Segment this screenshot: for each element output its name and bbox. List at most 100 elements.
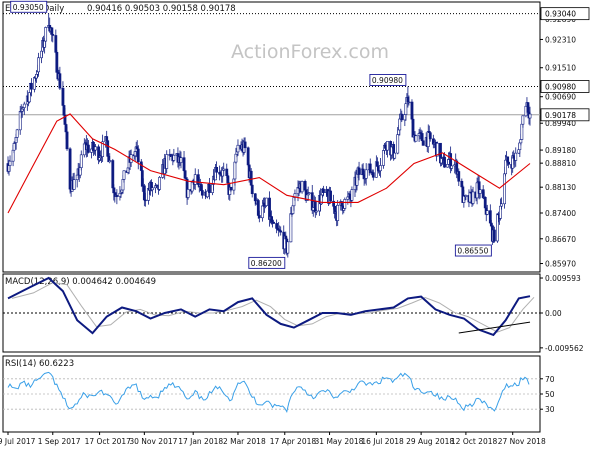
candle-body: [65, 131, 69, 150]
candle-body: [514, 152, 518, 161]
candle-body: [249, 170, 253, 186]
candle-body: [243, 141, 247, 149]
price-tick-label: 0.88130: [545, 183, 576, 192]
candle-body: [250, 184, 254, 195]
level-label-box: [540, 108, 590, 122]
candle-body: [222, 168, 226, 171]
x-tick-label: 12 Oct 2018: [451, 437, 498, 446]
candle-body: [12, 143, 16, 151]
candle-body: [400, 113, 404, 121]
candle-body: [371, 172, 375, 178]
candle-body: [464, 195, 468, 197]
rsi-tick-label: 30: [545, 405, 555, 414]
candle-body: [179, 157, 183, 163]
price-tick-label: 0.85970: [545, 260, 576, 269]
rsi-line: [7, 371, 530, 414]
candle-body: [158, 177, 162, 190]
candle-body: [519, 139, 523, 144]
candle-body: [265, 197, 268, 206]
candle-body: [229, 186, 233, 191]
x-tick-label: 29 Aug 2018: [406, 437, 454, 446]
price-tick-label: 0.88810: [545, 159, 576, 168]
candle-body: [398, 118, 402, 131]
candle-body: [15, 129, 19, 138]
candle-body: [471, 191, 475, 204]
candle-body: [404, 103, 408, 115]
candle-body: [61, 87, 65, 106]
candle-body: [106, 140, 110, 157]
candle-body: [143, 199, 147, 202]
annotation-label: 0.86200: [251, 259, 282, 268]
x-tick-label: 1 Sep 2017: [38, 437, 81, 446]
candle-body: [350, 189, 354, 201]
candle-body: [122, 170, 126, 180]
candle-body: [343, 199, 347, 209]
candle-body: [101, 141, 105, 157]
candle-body: [108, 160, 112, 163]
candle-body: [193, 174, 197, 185]
candle-body: [115, 195, 119, 197]
candle-body: [307, 192, 311, 194]
x-tick-label: 2 Mar 2018: [223, 437, 266, 446]
macd-tick-label: 0.009593: [545, 274, 581, 283]
candle-body: [165, 154, 169, 169]
candle-body: [72, 179, 76, 190]
x-tick-label: 27 Nov 2018: [498, 437, 546, 446]
candle-body: [457, 171, 461, 182]
candle-body: [300, 181, 304, 193]
candle-body: [79, 154, 83, 168]
candle-body: [420, 133, 424, 142]
annotation-box: [248, 256, 286, 269]
candle-body: [521, 115, 525, 125]
candle-body: [44, 27, 48, 42]
x-tick-label: 17 Jan 2018: [178, 437, 223, 446]
candle-body: [233, 161, 237, 180]
ohlc-header: 0.90416 0.90503 0.90158 0.90178: [87, 4, 236, 14]
price-tick-label: 0.89940: [545, 119, 576, 128]
x-tick-label: 16 Jul 2018: [361, 437, 404, 446]
rsi-tick-label: 50: [545, 390, 555, 399]
level-label-box: [540, 80, 590, 93]
candle-body: [8, 160, 12, 166]
macd-line: [7, 276, 531, 337]
candle-body: [200, 190, 204, 196]
candle-body: [54, 35, 58, 53]
price-tick-label: 0.90690: [545, 93, 576, 102]
x-tick-label: 19 Jul 2017: [0, 437, 36, 446]
candle-body: [428, 132, 432, 140]
candle-body: [286, 241, 290, 254]
candle-body: [289, 213, 293, 243]
candle-body: [507, 161, 511, 165]
level-label: 0.93040: [545, 10, 576, 19]
price-tick-label: 0.89180: [545, 146, 576, 155]
candle-body: [208, 184, 211, 193]
annotation-box: [369, 74, 407, 86]
price-tick-label: 0.86670: [545, 235, 576, 244]
candle-body: [421, 140, 425, 146]
candle-body: [215, 166, 218, 173]
candle-body: [322, 188, 325, 193]
macd-tick-label: 0.00: [545, 309, 562, 318]
candle-body: [58, 73, 62, 89]
candle-body: [172, 154, 176, 161]
candle-body: [414, 135, 418, 142]
annotation-label: 0.90980: [372, 76, 403, 85]
price-tick-label: 0.87400: [545, 209, 576, 218]
candle-body: [86, 144, 90, 153]
annotation-label: 0.93050: [13, 3, 44, 12]
macd-label: MACD(12,26,9) 0.004642 0.004649: [5, 277, 156, 287]
candle-body: [186, 189, 190, 198]
candle-body: [260, 205, 264, 219]
candle-body: [364, 169, 368, 179]
candle-body: [51, 34, 55, 36]
level-label: 0.90178: [545, 111, 576, 120]
macd-trendline: [458, 321, 531, 334]
candle-body: [450, 165, 454, 169]
x-tick-label: 30 Nov 2017: [129, 437, 177, 446]
level-label-box: [540, 7, 590, 21]
candle-body: [386, 141, 389, 151]
candle-body: [336, 204, 340, 221]
candle-body: [37, 57, 40, 73]
annotation-box: [10, 0, 48, 13]
